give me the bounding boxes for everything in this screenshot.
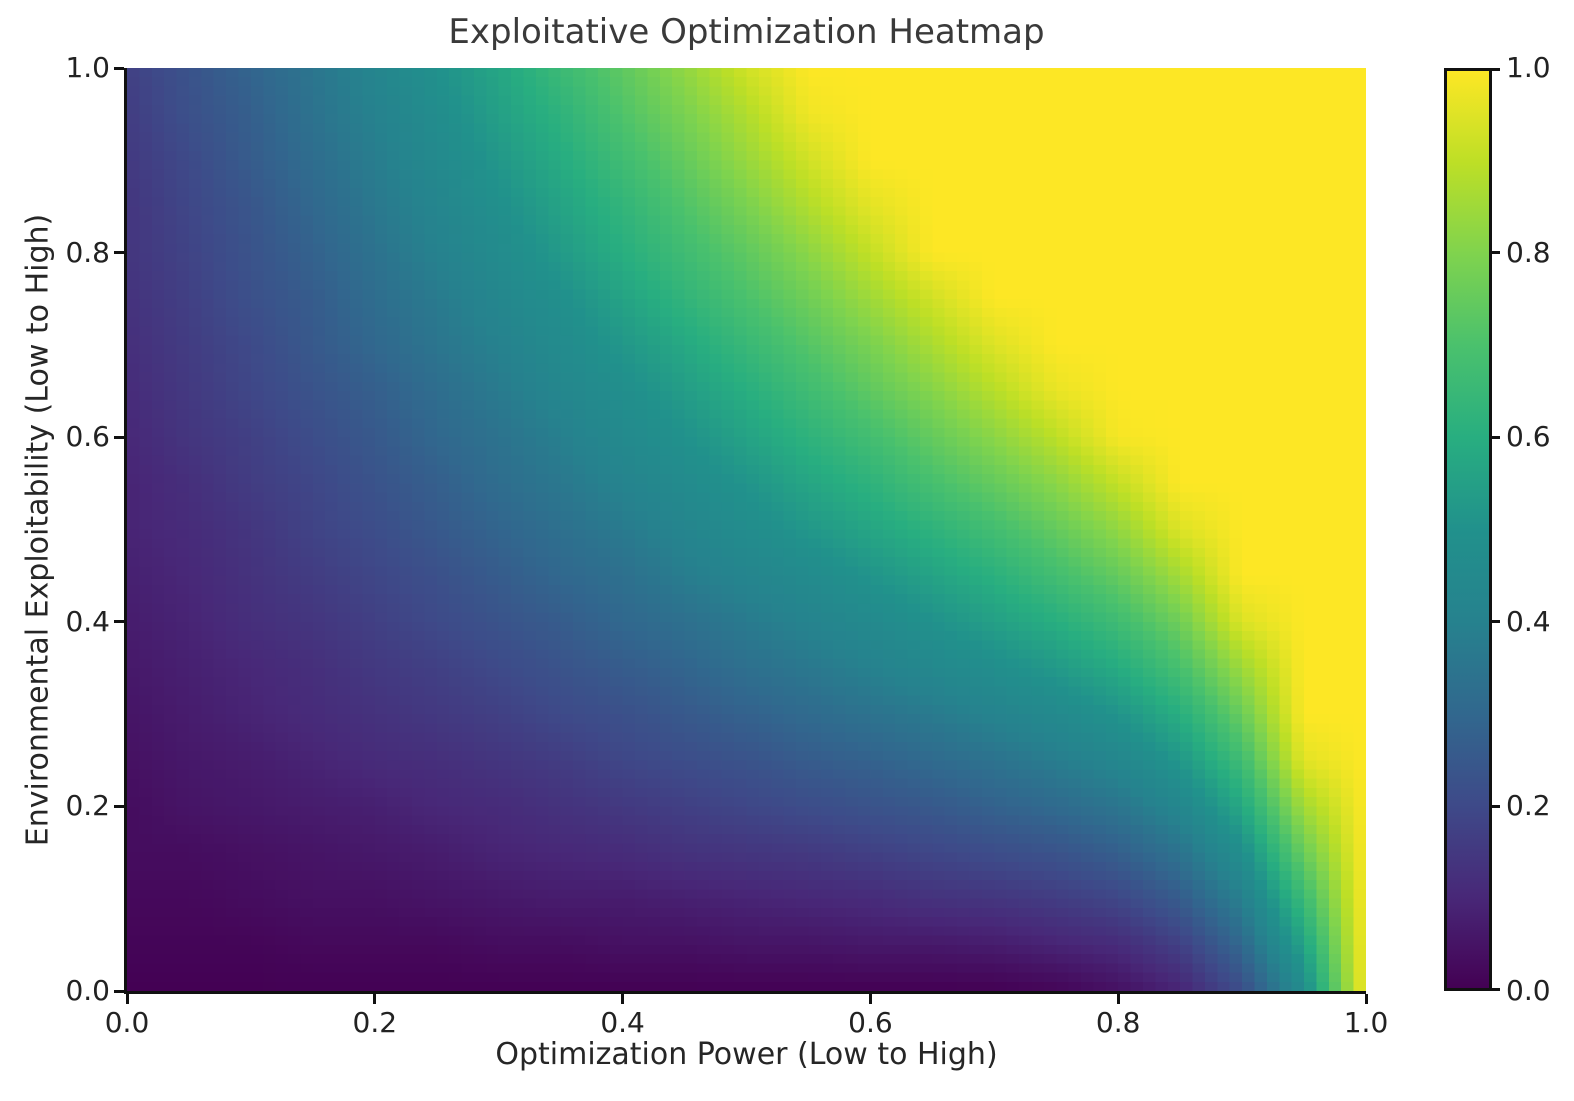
colorbar bbox=[1444, 68, 1492, 991]
chart-title: Exploitative Optimization Heatmap bbox=[448, 12, 1045, 52]
y-tick-label: 0.2 bbox=[65, 789, 110, 823]
y-tick-label: 0.4 bbox=[65, 604, 110, 638]
colorbar-tick-mark bbox=[1492, 988, 1500, 991]
y-tick-mark bbox=[114, 989, 124, 993]
x-tick-mark bbox=[1364, 994, 1368, 1004]
colorbar-tick-label: 0.4 bbox=[1506, 604, 1551, 638]
x-axis-spine bbox=[124, 991, 1366, 994]
y-tick-mark bbox=[114, 620, 124, 624]
y-tick-label: 0.8 bbox=[65, 235, 110, 269]
x-tick-label: 1.0 bbox=[1343, 1006, 1389, 1039]
x-tick-label: 0.4 bbox=[600, 1006, 645, 1039]
heatmap-plot-area bbox=[127, 68, 1366, 991]
y-tick-mark bbox=[114, 435, 124, 439]
y-tick-label: 0.6 bbox=[65, 420, 110, 454]
y-tick-label: 0.0 bbox=[65, 974, 110, 1007]
colorbar-tick-label: 0.8 bbox=[1506, 235, 1551, 269]
x-tick-mark bbox=[868, 994, 872, 1004]
y-axis-spine bbox=[124, 68, 127, 994]
x-tick-label: 0.6 bbox=[848, 1006, 893, 1039]
y-tick-label: 1.0 bbox=[65, 51, 110, 84]
x-tick-mark bbox=[373, 994, 377, 1004]
colorbar-tick-label: 0.2 bbox=[1506, 789, 1551, 823]
x-axis-label: Optimization Power (Low to High) bbox=[495, 1037, 998, 1072]
x-tick-mark bbox=[1116, 994, 1120, 1004]
x-tick-label: 0.0 bbox=[104, 1006, 150, 1039]
colorbar-tick-mark bbox=[1492, 804, 1500, 808]
y-axis-label: Environmental Exploitability (Low to Hig… bbox=[20, 213, 56, 847]
x-tick-mark bbox=[125, 994, 129, 1004]
y-tick-mark bbox=[114, 66, 124, 70]
colorbar-tick-mark bbox=[1492, 435, 1500, 439]
colorbar-tick-mark bbox=[1492, 251, 1500, 255]
colorbar-tick-mark bbox=[1492, 68, 1500, 71]
heatmap-canvas bbox=[127, 68, 1366, 991]
colorbar-tick-label: 1.0 bbox=[1506, 51, 1551, 84]
colorbar-tick-label: 0.0 bbox=[1506, 974, 1551, 1007]
x-tick-label: 0.2 bbox=[352, 1006, 398, 1039]
colorbar-tick-label: 0.6 bbox=[1506, 420, 1551, 454]
x-tick-label: 0.8 bbox=[1095, 1006, 1141, 1039]
y-tick-mark bbox=[114, 251, 124, 255]
y-tick-mark bbox=[114, 804, 124, 808]
colorbar-tick-mark bbox=[1492, 620, 1500, 624]
x-tick-mark bbox=[621, 994, 625, 1004]
